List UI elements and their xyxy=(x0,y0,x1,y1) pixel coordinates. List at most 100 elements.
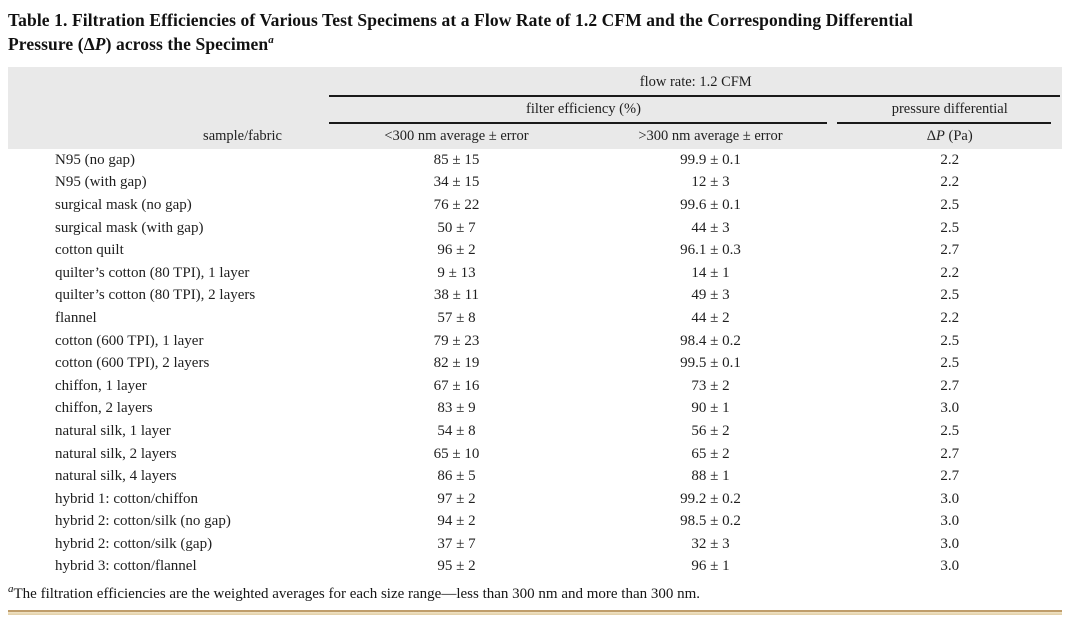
table-body: N95 (no gap) 85 ± 15 99.9 ± 0.1 2.2 N95 … xyxy=(8,149,1062,578)
cell-gt300-efficiency: 44 ± 2 xyxy=(691,309,730,326)
table-header: flow rate: 1.2 CFM filter efficiency (%)… xyxy=(8,67,1062,149)
cell-pressure-differential: 3.0 xyxy=(940,535,960,552)
pressure-differential-spanner-label: pressure differential xyxy=(891,101,1008,117)
cell-gt300-efficiency: 99.2 ± 0.2 xyxy=(680,490,741,507)
cell-gt300-efficiency: 99.5 ± 0.1 xyxy=(680,355,741,372)
cell-lt300-efficiency: 65 ± 10 xyxy=(433,445,480,462)
cell-pressure-differential: 2.7 xyxy=(940,468,960,485)
table-row: natural silk, 2 layers 65 ± 10 65 ± 2 2.… xyxy=(8,443,1062,466)
cell-sample-fabric: quilter’s cotton (80 TPI), 2 layers xyxy=(55,287,256,304)
cell-pressure-differential: 2.7 xyxy=(940,445,960,462)
cell-pressure-differential: 3.0 xyxy=(940,490,960,507)
table-row: natural silk, 1 layer 54 ± 8 56 ± 2 2.5 xyxy=(8,420,1062,443)
cell-lt300-efficiency: 79 ± 23 xyxy=(433,332,480,349)
cell-pressure-differential: 2.5 xyxy=(940,196,960,213)
cell-pressure-differential: 2.5 xyxy=(940,332,960,349)
table-row: chiffon, 1 layer 67 ± 16 73 ± 2 2.7 xyxy=(8,375,1062,398)
cell-sample-fabric: surgical mask (with gap) xyxy=(55,219,204,236)
cell-gt300-efficiency: 65 ± 2 xyxy=(691,445,730,462)
cell-pressure-differential: 2.2 xyxy=(940,151,960,168)
cell-pressure-differential: 2.7 xyxy=(940,242,960,259)
cell-sample-fabric: flannel xyxy=(55,309,97,326)
cell-lt300-efficiency: 34 ± 15 xyxy=(433,174,480,191)
cell-lt300-efficiency: 82 ± 19 xyxy=(433,355,480,372)
cell-sample-fabric: natural silk, 2 layers xyxy=(55,445,177,462)
table-row: quilter’s cotton (80 TPI), 2 layers 38 ±… xyxy=(8,285,1062,308)
table-row: hybrid 1: cotton/chiffon 97 ± 2 99.2 ± 0… xyxy=(8,488,1062,511)
cell-pressure-differential: 3.0 xyxy=(940,400,960,417)
data-table: flow rate: 1.2 CFM filter efficiency (%)… xyxy=(8,67,1062,578)
cell-pressure-differential: 3.0 xyxy=(940,558,960,575)
table-row: cotton quilt 96 ± 2 96.1 ± 0.3 2.7 xyxy=(8,239,1062,262)
cell-sample-fabric: hybrid 3: cotton/flannel xyxy=(55,558,197,575)
header-row-spanners: filter efficiency (%) pressure different… xyxy=(8,97,1062,122)
cell-sample-fabric: N95 (with gap) xyxy=(55,174,147,191)
cell-pressure-differential: 2.5 xyxy=(940,355,960,372)
cell-sample-fabric: cotton (600 TPI), 1 layer xyxy=(55,332,204,349)
flow-rate-rule-row xyxy=(8,95,1062,97)
table-row: cotton (600 TPI), 2 layers 82 ± 19 99.5 … xyxy=(8,352,1062,375)
cell-lt300-efficiency: 67 ± 16 xyxy=(433,377,480,394)
header-row-flow-rate: flow rate: 1.2 CFM xyxy=(8,70,1062,95)
cell-sample-fabric: chiffon, 2 layers xyxy=(55,400,153,417)
footnote-marker: a xyxy=(8,583,14,595)
cell-gt300-efficiency: 44 ± 3 xyxy=(691,219,730,236)
cell-sample-fabric: hybrid 1: cotton/chiffon xyxy=(55,490,199,507)
table-row: surgical mask (no gap) 76 ± 22 99.6 ± 0.… xyxy=(8,194,1062,217)
cell-sample-fabric: hybrid 2: cotton/silk (gap) xyxy=(55,535,213,552)
cell-pressure-differential: 2.5 xyxy=(940,287,960,304)
cell-pressure-differential: 2.5 xyxy=(940,219,960,236)
cell-gt300-efficiency: 32 ± 3 xyxy=(691,535,730,552)
footnote-marker-sup: a xyxy=(268,34,274,47)
cell-pressure-differential: 2.5 xyxy=(940,422,960,439)
cell-gt300-efficiency: 90 ± 1 xyxy=(691,400,730,417)
header-row-columns: sample/fabric <300 nm average ± error >3… xyxy=(8,124,1062,149)
cell-pressure-differential: 2.2 xyxy=(940,264,960,281)
column-header-sample-fabric: sample/fabric xyxy=(203,128,282,144)
cell-lt300-efficiency: 57 ± 8 xyxy=(437,309,476,326)
pressure-symbol: P xyxy=(94,34,106,55)
cell-gt300-efficiency: 99.9 ± 0.1 xyxy=(680,151,741,168)
cell-gt300-efficiency: 96.1 ± 0.3 xyxy=(680,242,741,259)
cell-lt300-efficiency: 50 ± 7 xyxy=(437,219,476,236)
filter-efficiency-spanner-label: filter efficiency (%) xyxy=(526,101,641,117)
cell-gt300-efficiency: 98.5 ± 0.2 xyxy=(680,513,741,530)
cell-gt300-efficiency: 73 ± 2 xyxy=(691,377,730,394)
cell-gt300-efficiency: 56 ± 2 xyxy=(691,422,730,439)
table-title-line1: Table 1. Filtration Efficiencies of Vari… xyxy=(8,10,914,30)
cell-sample-fabric: natural silk, 4 layers xyxy=(55,468,177,485)
cell-sample-fabric: quilter’s cotton (80 TPI), 1 layer xyxy=(55,264,250,281)
cell-lt300-efficiency: 96 ± 2 xyxy=(437,242,476,259)
cell-sample-fabric: surgical mask (no gap) xyxy=(55,196,192,213)
flow-rate-rule xyxy=(328,95,1060,97)
cell-lt300-efficiency: 94 ± 2 xyxy=(437,513,476,530)
cell-pressure-differential: 3.0 xyxy=(940,513,960,530)
cell-sample-fabric: N95 (no gap) xyxy=(55,151,135,168)
cell-gt300-efficiency: 12 ± 3 xyxy=(691,174,730,191)
cell-lt300-efficiency: 9 ± 13 xyxy=(437,264,476,281)
cell-lt300-efficiency: 85 ± 15 xyxy=(433,151,480,168)
bottom-divider-rule xyxy=(8,610,1062,615)
table-row: natural silk, 4 layers 86 ± 5 88 ± 1 2.7 xyxy=(8,465,1062,488)
cell-sample-fabric: chiffon, 1 layer xyxy=(55,377,147,394)
table-row: hybrid 3: cotton/flannel 95 ± 2 96 ± 1 3… xyxy=(8,556,1062,579)
cell-pressure-differential: 2.2 xyxy=(940,309,960,326)
cell-lt300-efficiency: 38 ± 11 xyxy=(433,287,480,304)
cell-pressure-differential: 2.2 xyxy=(940,174,960,191)
table-row: quilter’s cotton (80 TPI), 1 layer 9 ± 1… xyxy=(8,262,1062,285)
cell-lt300-efficiency: 95 ± 2 xyxy=(437,558,476,575)
cell-lt300-efficiency: 86 ± 5 xyxy=(437,468,476,485)
cell-sample-fabric: cotton quilt xyxy=(55,242,124,259)
footnote-text: The filtration efficiencies are the weig… xyxy=(13,586,701,602)
cell-sample-fabric: cotton (600 TPI), 2 layers xyxy=(55,355,210,372)
cell-pressure-differential: 2.7 xyxy=(940,377,960,394)
table-title: Table 1. Filtration Efficiencies of Vari… xyxy=(0,0,1068,56)
table-row: hybrid 2: cotton/silk (no gap) 94 ± 2 98… xyxy=(8,511,1062,534)
cell-gt300-efficiency: 98.4 ± 0.2 xyxy=(680,332,741,349)
table-row: surgical mask (with gap) 50 ± 7 44 ± 3 2… xyxy=(8,217,1062,240)
table-footnote: aThe filtration efficiencies are the wei… xyxy=(8,582,1058,605)
table-title-line2: Pressure (ΔP) across the Specimena xyxy=(8,34,274,55)
cell-lt300-efficiency: 54 ± 8 xyxy=(437,422,476,439)
cell-lt300-efficiency: 76 ± 22 xyxy=(433,196,480,213)
cell-gt300-efficiency: 49 ± 3 xyxy=(691,287,730,304)
